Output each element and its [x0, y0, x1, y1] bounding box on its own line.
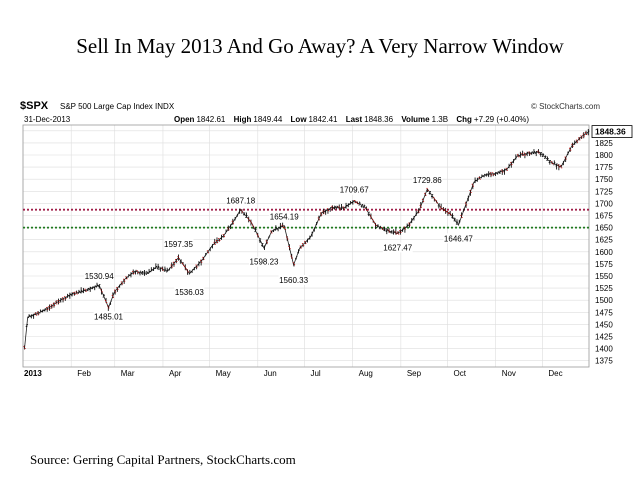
- reference-lines: [23, 208, 589, 229]
- y-tick-label: 1675: [595, 212, 613, 221]
- annotation-label: 1598.23: [250, 258, 279, 267]
- y-tick-label: 1800: [595, 151, 613, 160]
- volume-value: 1.3B: [431, 115, 449, 124]
- y-tick-label: 1775: [595, 163, 613, 172]
- last-value-label: 1848.36: [595, 127, 626, 137]
- chg-value: +7.29 (+0.40%): [473, 115, 530, 124]
- annotation-label: 1536.03: [175, 288, 204, 297]
- low-value: 1842.41: [308, 115, 338, 124]
- x-tick-label: Sep: [407, 369, 422, 378]
- y-tick-label: 1600: [595, 248, 613, 257]
- x-axis: 2013 Feb Mar Apr May Jun Jul Aug Sep Oct Nov Dec: [24, 369, 563, 378]
- chart-date: 31-Dec-2013: [24, 115, 71, 124]
- y-tick-label: 1650: [595, 224, 613, 233]
- annotation-bg: [269, 211, 300, 222]
- index-name-text: S&P 500 Large Cap Index: [60, 102, 153, 111]
- annotation-label: 1729.86: [413, 176, 442, 185]
- y-tick-label: 1750: [595, 175, 613, 184]
- volume-label: Volume: [401, 115, 430, 124]
- y-tick-label: 1575: [595, 260, 613, 269]
- annotation-label: 1646.47: [444, 234, 473, 243]
- chart-grid: [22, 125, 589, 367]
- annotation-bg: [84, 271, 115, 282]
- annotations: 1530.94 1485.01 1597.35 1536.03 1687.18 1598.…: [84, 174, 474, 322]
- source-note: Source: Gerring Capital Partners, StockC…: [30, 452, 296, 467]
- annotation-bg: [225, 195, 256, 206]
- annotation-bg: [174, 286, 205, 297]
- annotation-label: 1530.94: [85, 272, 114, 281]
- x-tick-label: Jul: [310, 369, 320, 378]
- last-value-box: [591, 125, 633, 139]
- y-tick-label: 1525: [595, 284, 613, 293]
- x-tick-label: Apr: [169, 369, 182, 378]
- plot-frame: [22, 124, 590, 368]
- x-tick-label: Feb: [77, 369, 91, 378]
- x-tick-label: Mar: [121, 369, 135, 378]
- low-label: Low: [290, 115, 307, 124]
- annotation-bg: [339, 184, 370, 195]
- y-tick-label: 1725: [595, 187, 613, 196]
- x-tick-label: Jun: [264, 369, 277, 378]
- index-exchange: INDX: [155, 102, 175, 111]
- y-tick-label: 1400: [595, 345, 613, 354]
- y-tick-label: 1825: [595, 139, 613, 148]
- x-tick-label: Oct: [454, 369, 467, 378]
- index-name: S&P 500 Large Cap Index INDX: [60, 102, 174, 111]
- y-tick-label: 1550: [595, 272, 613, 281]
- y-tick-label: 1700: [595, 199, 613, 208]
- x-tick-label: May: [216, 369, 231, 378]
- annotation-label: 1687.18: [226, 197, 255, 206]
- annotation-label: 1654.19: [270, 213, 299, 222]
- annotation-bg: [93, 311, 124, 322]
- last-label: Last: [345, 115, 363, 124]
- y-tick-label: 1425: [595, 333, 613, 342]
- y-axis: 1375 1400 1425 1450 1475 1500 1525 1550 1575 1600…: [591, 125, 633, 366]
- high-value: 1849.44: [253, 115, 283, 124]
- y-tick-label: 1475: [595, 308, 613, 317]
- watermark: © StockCharts.com: [530, 102, 600, 111]
- open-value: 1842.61: [196, 115, 226, 124]
- annotation-label: 1627.47: [383, 244, 412, 253]
- open-label: Open: [174, 115, 195, 124]
- y-tick-label: 1450: [595, 320, 613, 329]
- x-tick-label: 2013: [24, 369, 42, 378]
- y-tick-label: 1375: [595, 357, 613, 366]
- annotation-label: 1709.67: [340, 186, 369, 195]
- high-label: High: [233, 115, 252, 124]
- last-value: 1848.36: [364, 115, 394, 124]
- annotation-bg: [412, 174, 443, 185]
- annotation-bg: [443, 233, 474, 244]
- page-title: Sell In May 2013 And Go Away? A Very Nar…: [76, 34, 564, 58]
- annotation-label: 1560.33: [279, 276, 308, 285]
- ohlc-bar: Open 1842.61 High 1849.44 Low 1842.41 Last 1…: [174, 115, 535, 124]
- annotation-label: 1485.01: [94, 312, 123, 321]
- symbol-label: $SPX: [20, 100, 49, 112]
- annotation-bg: [382, 242, 413, 253]
- x-tick-label: Dec: [548, 369, 562, 378]
- x-tick-label: Nov: [502, 369, 516, 378]
- annotation-label: 1597.35: [164, 240, 193, 249]
- annotation-bg: [163, 239, 194, 250]
- chg-label: Chg: [456, 115, 472, 124]
- y-tick-label: 1500: [595, 296, 613, 305]
- annotation-bg: [278, 275, 309, 286]
- x-tick-label: Aug: [359, 369, 373, 378]
- annotation-bg: [249, 256, 280, 267]
- y-tick-label: 1625: [595, 236, 613, 245]
- price-series: [23, 129, 590, 350]
